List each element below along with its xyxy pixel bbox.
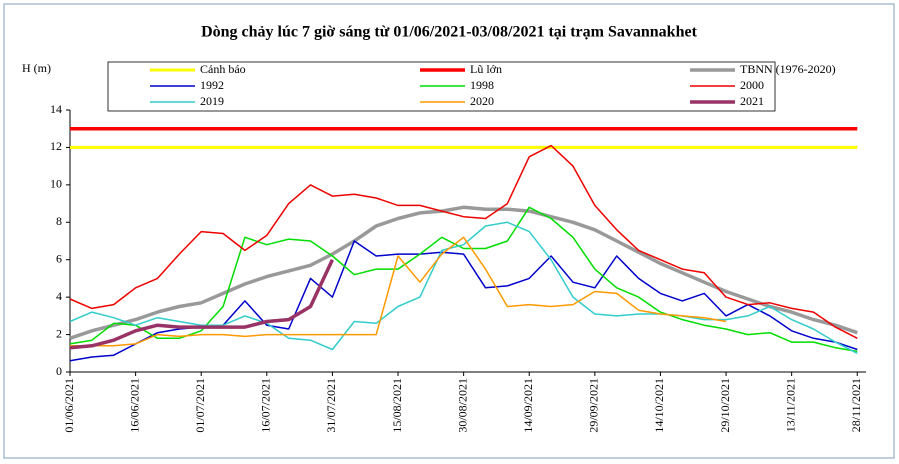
x-tick-label: 29/09/2021: [587, 378, 601, 433]
y-tick-label: 10: [50, 177, 62, 191]
x-tick-label: 16/06/2021: [127, 378, 141, 433]
y-axis-label: H (m): [22, 61, 51, 75]
chart-title: Dòng chảy lúc 7 giờ sáng từ 01/06/2021-0…: [201, 24, 697, 41]
legend-label: 1992: [200, 78, 224, 92]
series-line: [70, 236, 727, 347]
x-tick-label: 16/07/2021: [259, 378, 273, 433]
x-tick-label: 14/10/2021: [652, 378, 666, 433]
x-tick-label: 01/07/2021: [193, 378, 207, 433]
series-line: [69, 258, 334, 350]
y-tick-label: 4: [56, 289, 62, 303]
y-tick-label: 14: [50, 102, 62, 116]
x-tick-label: 15/08/2021: [390, 378, 404, 433]
x-tick-label: 01/06/2021: [62, 378, 76, 433]
legend-label: 2020: [470, 94, 494, 108]
x-tick-label: 29/10/2021: [718, 378, 732, 433]
series-line: [69, 221, 858, 354]
y-tick-label: 12: [50, 139, 62, 153]
legend-label: TBNN (1976-2020): [740, 62, 836, 76]
legend-label: 2019: [200, 94, 224, 108]
y-tick-label: 8: [56, 214, 62, 228]
y-tick-label: 0: [56, 364, 62, 378]
y-tick-label: 6: [56, 251, 62, 265]
series-line: [69, 144, 858, 339]
legend-label: Lũ lớn: [470, 62, 502, 76]
series-line: [69, 205, 858, 340]
y-tick-label: 2: [56, 326, 62, 340]
legend-label: 2021: [740, 94, 764, 108]
legend-label: 2000: [740, 78, 764, 92]
x-tick-label: 13/11/2021: [783, 378, 797, 432]
series-line: [69, 206, 858, 353]
legend-label: 1998: [470, 78, 494, 92]
x-tick-label: 31/07/2021: [324, 378, 338, 433]
x-tick-label: 30/08/2021: [455, 378, 469, 433]
x-tick-label: 14/09/2021: [521, 378, 535, 433]
x-tick-label: 28/11/2021: [849, 378, 863, 432]
legend-label: Cảnh báo: [200, 62, 246, 76]
